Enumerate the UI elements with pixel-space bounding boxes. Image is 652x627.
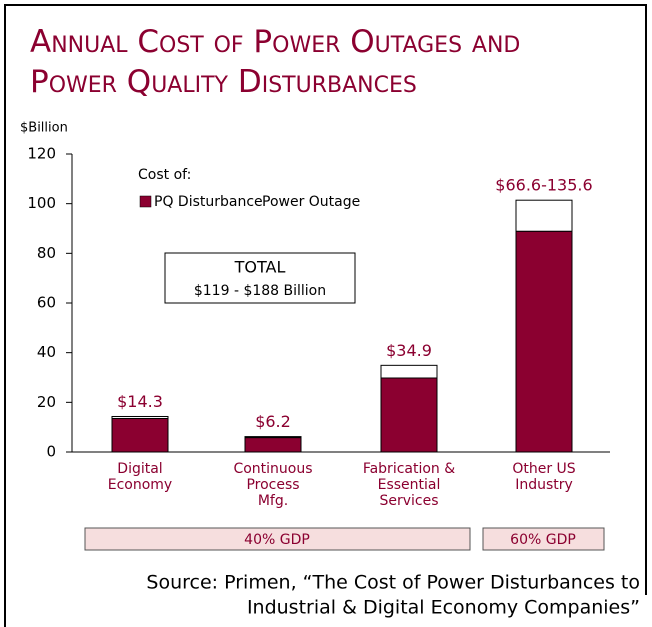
bar-label: $14.3	[117, 392, 163, 411]
gdp-box	[84, 527, 471, 551]
frame	[4, 4, 647, 627]
y-tick-label: 0	[46, 443, 56, 461]
total-box	[164, 252, 356, 304]
source: Industrial & Digital Economy Companies”	[247, 597, 640, 619]
bar-segment	[111, 415, 169, 419]
bar-label: $66.6-135.6	[495, 176, 592, 195]
y-tick-label: 80	[37, 244, 56, 262]
bar-segment	[244, 437, 302, 453]
x-tick-label: Digital Economy	[107, 461, 173, 493]
y-tick-label: 60	[37, 294, 56, 312]
bar-segment	[111, 417, 169, 453]
total-value: $119 - $188 Billion	[194, 283, 326, 299]
bar-segment	[515, 230, 573, 453]
total-label: TOTAL	[234, 258, 286, 277]
source: Source: Primen, “The Cost of Power Distu…	[146, 572, 640, 594]
legend-label: PQ Disturbance	[154, 194, 263, 210]
y-axis-label: $Billion	[20, 121, 68, 136]
legend-swatch	[139, 195, 152, 208]
bar-segment	[244, 436, 302, 439]
x-tick-label: Other US Industry	[512, 461, 576, 493]
bar-label: $34.9	[386, 341, 432, 360]
gdp-box	[482, 527, 605, 551]
x-tick-label: Continuous Process Mfg.	[233, 461, 313, 509]
gdp-label: 60% GDP	[510, 532, 576, 548]
gdp-label: 40% GDP	[244, 532, 310, 548]
chart-title: Annual Cost of Power Outages and Power Q…	[30, 24, 521, 100]
legend-title: Cost of:	[138, 167, 191, 183]
bar-label: $6.2	[255, 412, 291, 431]
legend-label: Power Outage	[262, 194, 360, 210]
y-tick-label: 120	[27, 145, 56, 163]
y-tick-label: 100	[27, 194, 56, 212]
bar-segment	[515, 199, 573, 232]
bar-segment	[380, 377, 438, 453]
bar-segment	[380, 364, 438, 379]
y-tick-label: 40	[37, 343, 56, 361]
x-tick-label: Fabrication & Essential Services	[362, 461, 456, 509]
y-tick-label: 20	[37, 393, 56, 411]
